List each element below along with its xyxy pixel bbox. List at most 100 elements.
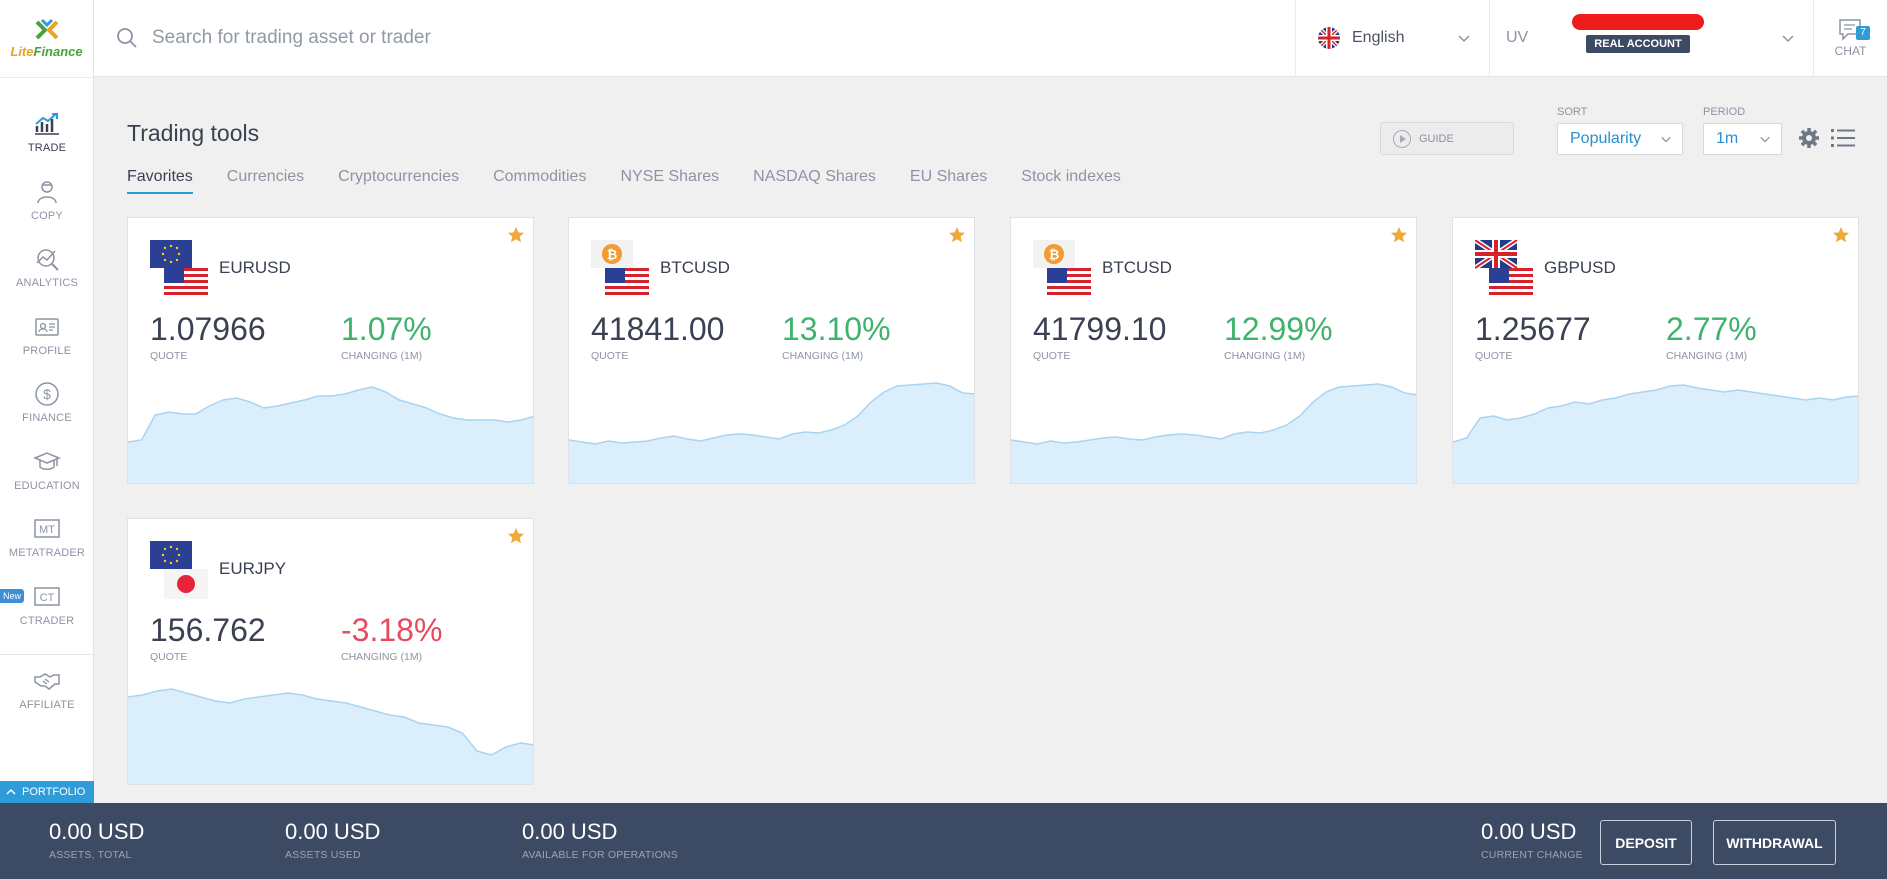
sidebar-item-label: PROFILE <box>22 344 72 357</box>
available-stat: 0.00 USD AVAILABLE FOR OPERATIONS <box>522 819 678 861</box>
favorite-star-icon[interactable] <box>948 226 966 244</box>
graduation-cap-icon <box>33 451 61 470</box>
available-label: AVAILABLE FOR OPERATIONS <box>522 849 678 861</box>
sidebar-item-trade[interactable]: TRADE <box>0 110 94 178</box>
tab-nasdaq-shares[interactable]: NASDAQ Shares <box>753 168 876 185</box>
chevron-down-icon <box>1458 35 1470 43</box>
logo-text: LiteFinance <box>10 44 83 59</box>
sparkline-line <box>569 382 974 445</box>
top-header: English UV REAL ACCOUNT 7 CHAT <box>94 0 1887 77</box>
handshake-icon <box>34 673 60 690</box>
asset-card-btcusd-2[interactable]: ₿ BTCUSD 41799.10 QUOTE 12.99% CHANGING … <box>1010 217 1417 484</box>
svg-text:$: $ <box>43 386 51 402</box>
sidebar-item-education[interactable]: EDUCATION <box>0 448 94 516</box>
sidebar-item-label: AFFILIATE <box>19 699 75 711</box>
quote-label: QUOTE <box>591 350 629 362</box>
sidebar-item-profile[interactable]: PROFILE <box>0 313 94 381</box>
sparkline-line <box>128 386 533 443</box>
asset-quote: 156.762 <box>150 612 266 648</box>
account-type-badge: REAL ACCOUNT <box>1586 34 1690 53</box>
assets-total-stat: 0.00 USD ASSETS, TOTAL <box>49 819 144 861</box>
asset-quote: 1.25677 <box>1475 311 1591 347</box>
sidebar-item-label: COPY <box>31 209 63 222</box>
play-icon <box>1393 129 1411 148</box>
quote-label: QUOTE <box>150 350 188 362</box>
language-selector[interactable]: English <box>1296 0 1490 77</box>
svg-text:₿: ₿ <box>607 247 618 262</box>
withdrawal-button[interactable]: WITHDRAWAL <box>1713 820 1836 865</box>
asset-card-btcusd[interactable]: ₿ BTCUSD 41841.00 QUOTE 13.10% CHANGING … <box>568 217 975 484</box>
favorite-star-icon[interactable] <box>1390 226 1408 244</box>
uk-flag-icon <box>1318 27 1340 49</box>
sidebar-item-finance[interactable]: $ FINANCE <box>0 380 94 448</box>
asset-card-gbpusd[interactable]: GBPUSD 1.25677 QUOTE 2.77% CHANGING (1M) <box>1452 217 1859 484</box>
guide-button[interactable]: GUIDE <box>1380 122 1514 155</box>
chevron-down-icon <box>1782 35 1794 43</box>
logo-mark-icon <box>35 18 58 40</box>
sparkline-chart <box>1453 384 1858 483</box>
sidebar-item-analytics[interactable]: ANALYTICS <box>0 245 94 313</box>
chat-count-badge: 7 <box>1856 25 1870 40</box>
tab-commodities[interactable]: Commodities <box>493 168 587 185</box>
gear-icon[interactable] <box>1797 126 1821 150</box>
sort-select[interactable]: Popularity <box>1557 123 1683 155</box>
sparkline-area <box>569 383 974 483</box>
change-label: CHANGING (1M) <box>1224 350 1306 362</box>
list-view-icon[interactable] <box>1831 128 1855 148</box>
search-input[interactable] <box>152 27 1052 49</box>
assets-used-label: ASSETS USED <box>285 849 361 861</box>
redacted-account-number <box>1572 13 1704 30</box>
sparkline-chart <box>128 386 533 483</box>
sidebar: LiteFinance TRADE COPY ANALYTICS PROFILE… <box>0 0 94 879</box>
asset-quote: 41799.10 <box>1033 311 1167 347</box>
period-label: PERIOD <box>1703 106 1746 118</box>
sort-label: SORT <box>1557 106 1588 118</box>
tab-nyse-shares[interactable]: NYSE Shares <box>620 168 720 185</box>
portfolio-toggle[interactable]: PORTFOLIO <box>0 781 94 803</box>
sidebar-item-copy[interactable]: COPY <box>0 178 94 246</box>
sparkline-line <box>128 688 533 756</box>
quote-label: QUOTE <box>150 651 188 663</box>
sparkline-chart <box>128 688 533 784</box>
svg-text:MT: MT <box>39 524 55 536</box>
sidebar-item-affiliate[interactable]: AFFILIATE <box>0 667 94 735</box>
favorite-star-icon[interactable] <box>507 527 525 545</box>
sidebar-item-label: METATRADER <box>8 547 86 559</box>
sidebar-item-metatrader[interactable]: MT METATRADER <box>0 515 94 583</box>
sparkline-line <box>1453 384 1858 443</box>
current-change-stat: 0.00 USD CURRENT CHANGE <box>1481 819 1583 861</box>
tab-eu-shares[interactable]: EU Shares <box>909 168 988 185</box>
asset-quote: 1.07966 <box>150 311 266 347</box>
tab-currencies[interactable]: Currencies <box>226 168 305 185</box>
quote-label: QUOTE <box>1475 350 1513 362</box>
deposit-button[interactable]: DEPOSIT <box>1600 820 1692 865</box>
assets-used-value: 0.00 USD <box>285 819 381 844</box>
available-value: 0.00 USD <box>522 819 618 844</box>
sparkline-area <box>1453 385 1858 483</box>
chat-button[interactable]: 7 CHAT <box>1814 0 1887 77</box>
period-value: 1m <box>1716 130 1739 147</box>
category-tabs: Favorites Currencies Cryptocurrencies Co… <box>127 168 1155 194</box>
chat-label: CHAT <box>1834 44 1867 58</box>
tab-favorites[interactable]: Favorites <box>127 168 193 194</box>
profile-card-icon <box>35 317 59 336</box>
uk-us-flags-icon <box>1475 240 1533 298</box>
dollar-coin-icon: $ <box>35 382 59 406</box>
sidebar-item-label: EDUCATION <box>14 479 80 492</box>
trade-chart-icon <box>35 113 59 135</box>
account-selector[interactable]: UV REAL ACCOUNT <box>1490 0 1814 77</box>
asset-card-eurjpy[interactable]: EURJPY 156.762 QUOTE -3.18% CHANGING (1M… <box>127 518 534 785</box>
asset-card-eurusd[interactable]: EURUSD 1.07966 QUOTE 1.07% CHANGING (1M) <box>127 217 534 484</box>
sidebar-item-ctrader[interactable]: New CT CTRADER <box>0 583 94 651</box>
asset-change: -3.18% <box>341 612 443 648</box>
period-select[interactable]: 1m <box>1703 123 1782 155</box>
sparkline-area <box>1011 384 1416 483</box>
ct-icon: CT <box>34 586 60 606</box>
tab-cryptocurrencies[interactable]: Cryptocurrencies <box>338 168 460 185</box>
favorite-star-icon[interactable] <box>507 226 525 244</box>
favorite-star-icon[interactable] <box>1832 226 1850 244</box>
logo[interactable]: LiteFinance <box>0 0 93 78</box>
tab-stock-indexes[interactable]: Stock indexes <box>1021 168 1121 185</box>
sort-value: Popularity <box>1570 130 1642 147</box>
account-info: REAL ACCOUNT <box>1572 13 1704 53</box>
